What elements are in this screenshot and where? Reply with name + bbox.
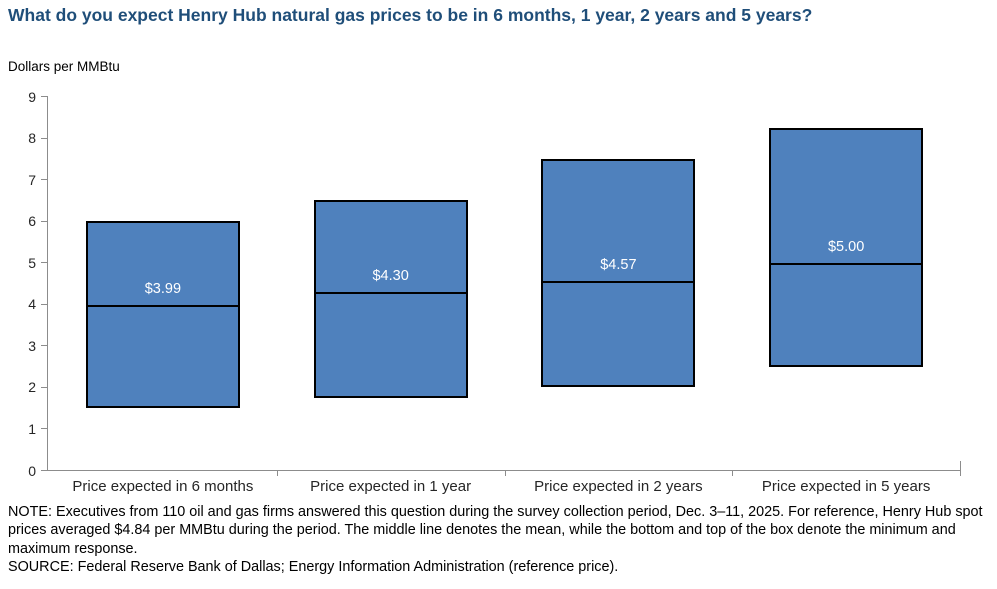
source-text: SOURCE: Federal Reserve Bank of Dallas; … <box>8 558 619 575</box>
y-axis-tick <box>41 137 47 139</box>
y-axis-tick-label: 4 <box>28 296 36 313</box>
x-axis-category-label: Price expected in 5 years <box>761 478 931 495</box>
y-axis-tick <box>41 303 47 305</box>
mean-line <box>769 262 924 265</box>
x-axis-end-tick <box>960 461 961 471</box>
y-axis-tick <box>41 345 47 347</box>
chart-title: What do you expect Henry Hub natural gas… <box>8 5 813 25</box>
x-axis-tick <box>276 470 278 476</box>
y-axis-tick <box>41 96 47 97</box>
y-axis-tick-label: 3 <box>28 337 36 354</box>
y-axis-unit-label: Dollars per MMBtu <box>8 59 120 74</box>
x-axis-tick <box>960 470 961 476</box>
x-axis-line <box>47 470 961 471</box>
x-axis-category-label: Price expected in 2 years <box>534 478 703 495</box>
x-axis-category-label: Price expected in 1 year <box>310 478 472 495</box>
y-axis-tick <box>41 220 47 222</box>
x-axis-category-label: Price expected in 6 months <box>72 478 254 495</box>
y-axis-tick <box>41 428 47 430</box>
mean-line <box>541 280 696 283</box>
y-axis-tick <box>41 386 47 388</box>
mean-line <box>313 291 468 294</box>
mean-line <box>85 304 240 307</box>
y-axis-tick <box>41 262 47 264</box>
y-axis-tick-label: 1 <box>28 420 36 437</box>
y-axis-tick-label: 6 <box>28 213 36 230</box>
x-axis-tick <box>732 470 734 476</box>
mean-value-label: $3.99 <box>144 280 182 297</box>
y-axis-tick-label: 8 <box>28 130 36 147</box>
range-box: $3.99 <box>85 221 240 409</box>
mean-value-label: $4.57 <box>600 256 637 273</box>
y-axis-line <box>47 96 48 471</box>
y-axis-tick <box>41 470 47 471</box>
footnotes: NOTE: Executives from 110 oil and gas fi… <box>8 503 992 576</box>
mean-value-label: $5.00 <box>827 238 865 255</box>
y-axis-tick-label: 9 <box>28 88 36 105</box>
range-box: $5.00 <box>769 127 924 367</box>
y-axis-tick-label: 0 <box>28 462 36 479</box>
range-box: $4.30 <box>313 200 468 398</box>
x-axis-tick <box>504 470 506 476</box>
y-axis-tick <box>41 179 47 181</box>
y-axis-tick-label: 2 <box>28 379 36 396</box>
y-axis-tick-label: 5 <box>28 254 36 271</box>
mean-value-label: $4.30 <box>372 267 409 284</box>
note-text: NOTE: Executives from 110 oil and gas fi… <box>8 504 983 557</box>
range-box: $4.57 <box>541 158 696 388</box>
y-axis-tick-label: 7 <box>28 171 36 188</box>
